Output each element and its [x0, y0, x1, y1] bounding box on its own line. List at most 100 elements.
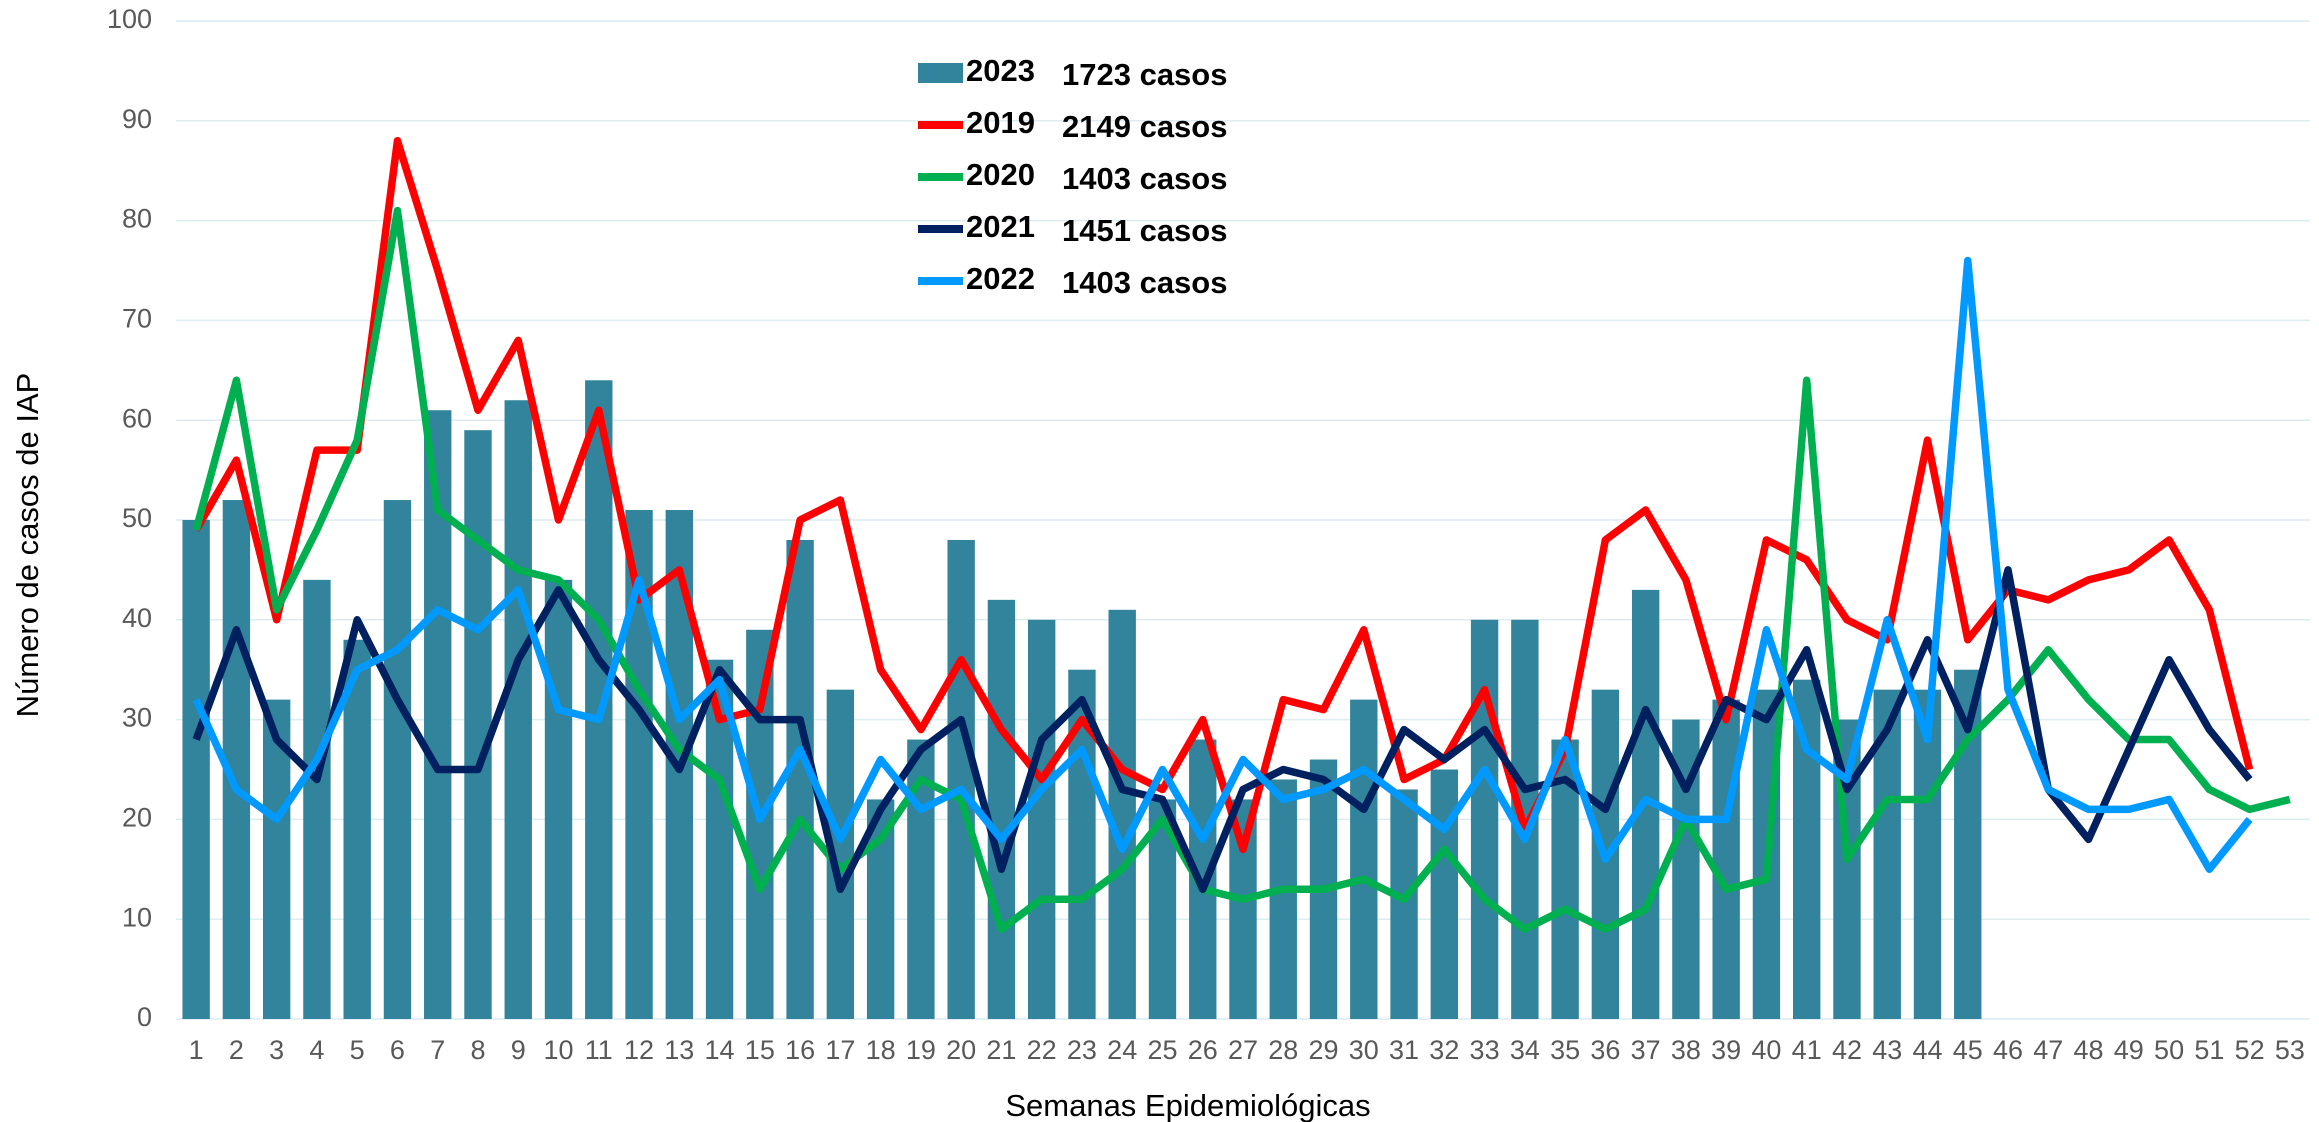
x-tick-label: 38: [1671, 1035, 1701, 1065]
bar: [1470, 619, 1499, 1019]
bar: [303, 579, 331, 1019]
legend-note: 2149 casos: [1062, 109, 1227, 144]
x-tick-label: 33: [1470, 1035, 1500, 1065]
bar: [746, 629, 774, 1019]
x-tick-label: 26: [1188, 1035, 1218, 1065]
x-axis-title: Semanas Epidemiológicas: [1005, 1088, 1370, 1122]
x-tick-label: 10: [543, 1035, 573, 1065]
bar: [1229, 799, 1257, 1019]
x-tick-label: 48: [2074, 1035, 2104, 1065]
x-tick-label: 1: [189, 1035, 204, 1065]
y-tick-label: 50: [122, 503, 152, 533]
x-tick-label: 27: [1228, 1035, 1258, 1065]
y-tick-label: 100: [107, 4, 152, 34]
x-tick-label: 22: [1027, 1035, 1057, 1065]
y-tick-label: 90: [122, 104, 152, 134]
y-tick-label: 60: [122, 403, 152, 433]
bar: [1793, 679, 1821, 1019]
x-tick-label: 49: [2114, 1035, 2144, 1065]
legend-label: 2020: [966, 157, 1035, 192]
bar: [464, 430, 492, 1019]
x-tick-label: 50: [2154, 1035, 2184, 1065]
x-tick-label: 18: [866, 1035, 896, 1065]
bar: [1108, 609, 1136, 1019]
bar: [1350, 699, 1378, 1019]
x-tick-label: 13: [664, 1035, 694, 1065]
x-tick-label: 51: [2194, 1035, 2224, 1065]
x-tick-label: 30: [1349, 1035, 1379, 1065]
x-tick-label: 4: [309, 1035, 324, 1065]
x-tick-label: 8: [470, 1035, 485, 1065]
x-tick-label: 24: [1107, 1035, 1137, 1065]
bar: [786, 539, 814, 1019]
y-tick-label: 70: [122, 304, 152, 334]
y-tick-label: 80: [122, 204, 152, 234]
line: [192, 137, 2254, 854]
y-tick-label: 40: [122, 603, 152, 633]
x-tick-label: 34: [1510, 1035, 1540, 1065]
x-tick-label: 25: [1147, 1035, 1177, 1065]
x-tick-label: 9: [511, 1035, 526, 1065]
x-tick-label: 40: [1751, 1035, 1781, 1065]
x-tick-label: 32: [1429, 1035, 1459, 1065]
x-tick-label: 20: [946, 1035, 976, 1065]
bar: [1430, 769, 1459, 1019]
x-tick-label: 23: [1067, 1035, 1097, 1065]
y-tick-label: 20: [122, 803, 152, 833]
bar: [544, 579, 573, 1019]
legend-note: 1403 casos: [1062, 265, 1227, 300]
x-tick-label: 29: [1309, 1035, 1339, 1065]
x-tick-label: 3: [269, 1035, 284, 1065]
y-axis-title: Número de casos de IAP: [10, 373, 45, 718]
x-tick-label: 43: [1872, 1035, 1902, 1065]
x-tick-label: 53: [2275, 1035, 2305, 1065]
x-tick-label: 11: [585, 1035, 613, 1065]
bar: [182, 520, 210, 1019]
legend-label: 2023: [966, 53, 1035, 88]
x-tick-label: 39: [1711, 1035, 1741, 1065]
bar: [1027, 619, 1056, 1019]
line: [192, 206, 2291, 933]
y-tick-label: 10: [122, 902, 152, 932]
x-tick-label: 41: [1792, 1035, 1822, 1065]
legend-label: 2021: [966, 209, 1035, 244]
x-tick-label: 17: [825, 1035, 855, 1065]
x-tick-label: 14: [705, 1035, 735, 1065]
bar: [343, 639, 371, 1019]
bar: [1269, 779, 1297, 1019]
legend-note: 1451 casos: [1062, 213, 1227, 248]
x-tick-label: 42: [1832, 1035, 1862, 1065]
y-tick-label: 0: [137, 1002, 152, 1032]
line: [192, 256, 2253, 874]
x-tick-label: 47: [2033, 1035, 2063, 1065]
x-tick-label: 46: [1993, 1035, 2023, 1065]
line: [192, 566, 2253, 894]
bar: [1390, 789, 1418, 1019]
x-tick-label: 45: [1953, 1035, 1983, 1065]
legend-note: 1723 casos: [1062, 57, 1227, 92]
x-tick-label: 16: [785, 1035, 815, 1065]
x-tick-label: 36: [1590, 1035, 1620, 1065]
bar: [1712, 699, 1740, 1019]
y-tick-label: 30: [122, 703, 152, 733]
x-tick-label: 52: [2235, 1035, 2265, 1065]
x-tick-label: 37: [1631, 1035, 1661, 1065]
x-tick-label: 21: [986, 1035, 1016, 1065]
x-tick-label: 28: [1268, 1035, 1298, 1065]
bar: [504, 400, 532, 1019]
legend-label: 2022: [966, 261, 1035, 296]
x-tick-label: 44: [1912, 1035, 1942, 1065]
x-tick-label: 7: [430, 1035, 445, 1065]
legend-label: 2019: [966, 105, 1035, 140]
bar: [383, 500, 412, 1019]
x-tick-label: 31: [1389, 1035, 1419, 1065]
bar: [1913, 689, 1942, 1019]
legend-swatch: [918, 63, 963, 83]
x-tick-label: 2: [229, 1035, 244, 1065]
x-tick-label: 19: [906, 1035, 936, 1065]
x-tick-label: 15: [745, 1035, 775, 1065]
bar: [987, 599, 1016, 1019]
x-tick-label: 35: [1550, 1035, 1580, 1065]
legend-note: 1403 casos: [1062, 161, 1227, 196]
